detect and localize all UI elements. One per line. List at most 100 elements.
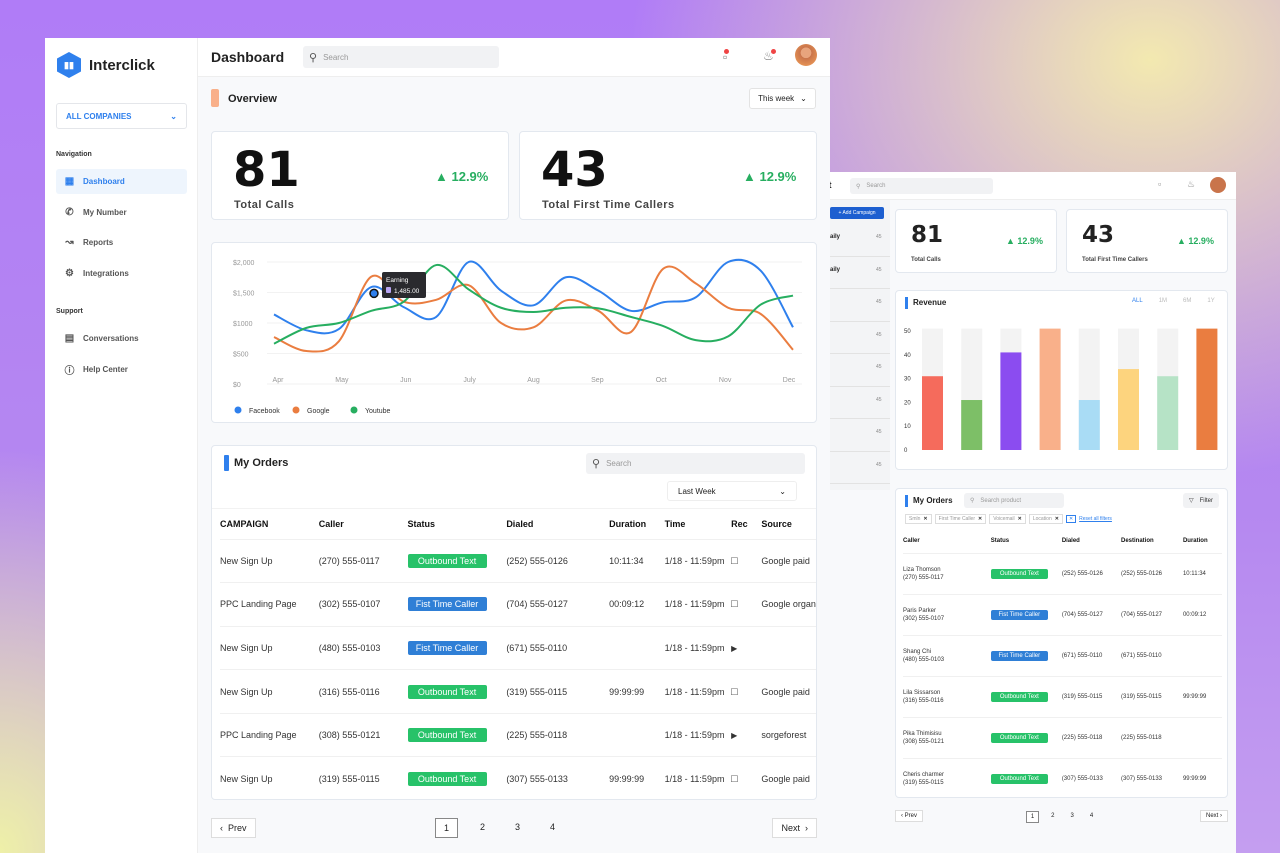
revenue-bar[interactable] [1157, 376, 1179, 450]
table-row[interactable]: Liza Thomson (270) 555-0117 Outbound Text(… [903, 552, 1222, 594]
company-select[interactable]: ALL COMPANIES ⌄ [56, 103, 187, 129]
close-icon[interactable]: ✕ [923, 516, 928, 522]
revenue-bar[interactable] [1118, 369, 1139, 450]
period-select[interactable]: This week ⌄ [749, 88, 816, 109]
page-4[interactable]: 4 [550, 822, 556, 832]
page-3[interactable]: 3 [515, 822, 521, 832]
table-row[interactable]: PPC Landing Page (308) 555-0121 Outbound T… [220, 712, 816, 757]
close-icon[interactable]: ✕ [1054, 516, 1059, 522]
table-row[interactable]: Lila Sissarson (316) 555-0116 Outbound Tex… [903, 675, 1222, 717]
sidebar-item-reports[interactable]: ↝ Reports [56, 230, 187, 255]
table-row[interactable]: New Sign Up (319) 555-0115 Outbound Text (3… [220, 756, 816, 799]
next-button[interactable]: Next › [772, 818, 817, 838]
reset-filters-link[interactable]: Reset all filters [1079, 516, 1112, 522]
legend-label[interactable]: Facebook [249, 408, 280, 415]
avatar[interactable] [795, 44, 817, 66]
messages-icon[interactable]: ▫ [723, 49, 730, 64]
range-tab-1m[interactable]: 1M [1158, 298, 1168, 304]
column-header[interactable]: Time [664, 518, 686, 529]
page-2[interactable]: 2 [479, 822, 485, 832]
search-product-input[interactable]: ⚲ Search product [964, 493, 1064, 508]
message-icon[interactable]: □ [731, 554, 738, 567]
column-header[interactable]: Destination [1120, 537, 1154, 544]
filter-chip[interactable]: Smln ✕ [905, 514, 932, 524]
close-icon[interactable]: ✕ [978, 516, 983, 522]
close-icon[interactable]: ✕ [1017, 516, 1022, 522]
add-campaign-button[interactable]: + Add Campaign [830, 207, 884, 219]
play-icon[interactable]: ▶ [731, 731, 738, 741]
campaign-list-item[interactable]: aily 45 [828, 224, 890, 257]
orders-search-input[interactable]: ⚲ Search [586, 453, 805, 474]
column-header[interactable]: Dialed [506, 518, 534, 529]
campaign-list-item[interactable]: 45 [828, 289, 890, 322]
column-header[interactable]: Duration [1182, 537, 1208, 544]
filter-chip[interactable]: Voicemail ✕ [989, 514, 1026, 524]
column-header[interactable]: CAMPAIGN [220, 518, 269, 529]
column-header[interactable]: Status [407, 518, 436, 529]
prev-button[interactable]: ‹ Prev [211, 818, 256, 838]
sidebar-item-dashboard[interactable]: ▦ Dashboard [56, 169, 187, 194]
table-row[interactable]: Shang Chi (480) 555-0103 Fist Time Caller(… [903, 634, 1222, 676]
column-header[interactable]: Rec [731, 518, 748, 529]
column-header[interactable]: Caller [903, 537, 920, 544]
logo[interactable]: ▮▮ Interclick [57, 52, 155, 78]
revenue-bar[interactable] [1078, 400, 1100, 450]
revenue-bar[interactable] [961, 400, 983, 450]
page-3[interactable]: 3 [1070, 813, 1074, 819]
table-row[interactable]: New Sign Up (270) 555-0117 Outbound Text (2… [220, 538, 816, 583]
filter-chip[interactable]: First Time Caller ✕ [934, 514, 987, 524]
campaign-list-item[interactable]: 45 [828, 354, 890, 387]
message-icon[interactable]: □ [731, 685, 738, 698]
column-header[interactable]: Status [990, 537, 1010, 544]
table-row[interactable]: PPC Landing Page (302) 555-0107 Fist Time … [220, 582, 816, 627]
range-tab-1y[interactable]: 1Y [1207, 298, 1215, 304]
revenue-bar[interactable] [1039, 328, 1061, 450]
sidebar-item-my-number[interactable]: ✆ My Number [56, 200, 187, 225]
sidebar-item-conversations[interactable]: ▤ Conversations [56, 326, 187, 351]
revenue-bar[interactable] [1196, 328, 1218, 450]
sidebar-item-integrations[interactable]: ⚙ Integrations [56, 261, 187, 286]
revenue-bar[interactable] [922, 376, 943, 450]
play-icon[interactable]: ▶ [731, 643, 738, 653]
messages-icon[interactable]: ▫ [1158, 179, 1162, 189]
campaign-list-item[interactable]: 45 [828, 419, 890, 452]
next-button[interactable]: Next › [1199, 810, 1228, 822]
orders-period-select[interactable]: Last Week ⌄ [667, 481, 797, 501]
message-icon[interactable]: □ [731, 773, 738, 786]
range-tab-6m[interactable]: 6M [1183, 298, 1192, 304]
campaign-list-item[interactable]: 45 [828, 322, 890, 354]
reset-icon[interactable]: ✕ [1065, 515, 1077, 523]
message-icon[interactable]: □ [731, 598, 738, 611]
page-4[interactable]: 4 [1089, 813, 1094, 819]
column-header[interactable]: Dialed [1061, 537, 1080, 544]
avatar[interactable] [1210, 177, 1226, 193]
column-header[interactable]: Duration [609, 518, 647, 529]
search-input[interactable]: ⚲ Search [303, 46, 499, 68]
legend-label[interactable]: Google [307, 408, 330, 415]
revenue-bar[interactable] [1000, 352, 1022, 450]
filter-button[interactable]: ▽ Filter [1183, 493, 1219, 508]
sidebar-item-help-center[interactable]: ⓘ Help Center [56, 357, 187, 382]
bell-icon[interactable]: ♨ [1187, 179, 1196, 189]
tooltip-point[interactable] [369, 288, 379, 299]
range-tab-all[interactable]: ALL [1132, 298, 1143, 304]
campaign-list-item[interactable]: 45 [828, 387, 890, 419]
column-header[interactable]: Source [761, 518, 792, 529]
table-row[interactable]: New Sign Up (480) 555-0103 Fist Time Calle… [220, 625, 816, 670]
cell-duration [1182, 634, 1222, 676]
filter-chip[interactable]: Location ✕ [1028, 514, 1063, 524]
campaign-list-item[interactable]: aily 45 [828, 257, 890, 289]
table-row[interactable]: Paris Parker (302) 555-0107 Fist Time Call… [903, 593, 1222, 635]
table-row[interactable]: Cheris charmer (319) 555-0115 Outbound Tex… [903, 757, 1222, 797]
bell-icon[interactable]: ♨ [763, 49, 776, 63]
legend-label[interactable]: Youtube [365, 408, 391, 415]
page-1[interactable]: 1 [1025, 811, 1040, 823]
prev-button[interactable]: ‹ Prev [895, 810, 924, 822]
column-header[interactable]: Caller [318, 518, 344, 529]
campaign-list-item[interactable]: 45 [828, 452, 890, 484]
page-1[interactable]: 1 [434, 818, 458, 838]
search-input[interactable]: ⚲ Search [850, 178, 993, 194]
table-row[interactable]: Pika Thimisisu (308) 555-0121 Outbound Tex… [903, 716, 1222, 758]
page-2[interactable]: 2 [1051, 813, 1055, 819]
table-row[interactable]: New Sign Up (316) 555-0116 Outbound Text (3… [220, 669, 816, 714]
